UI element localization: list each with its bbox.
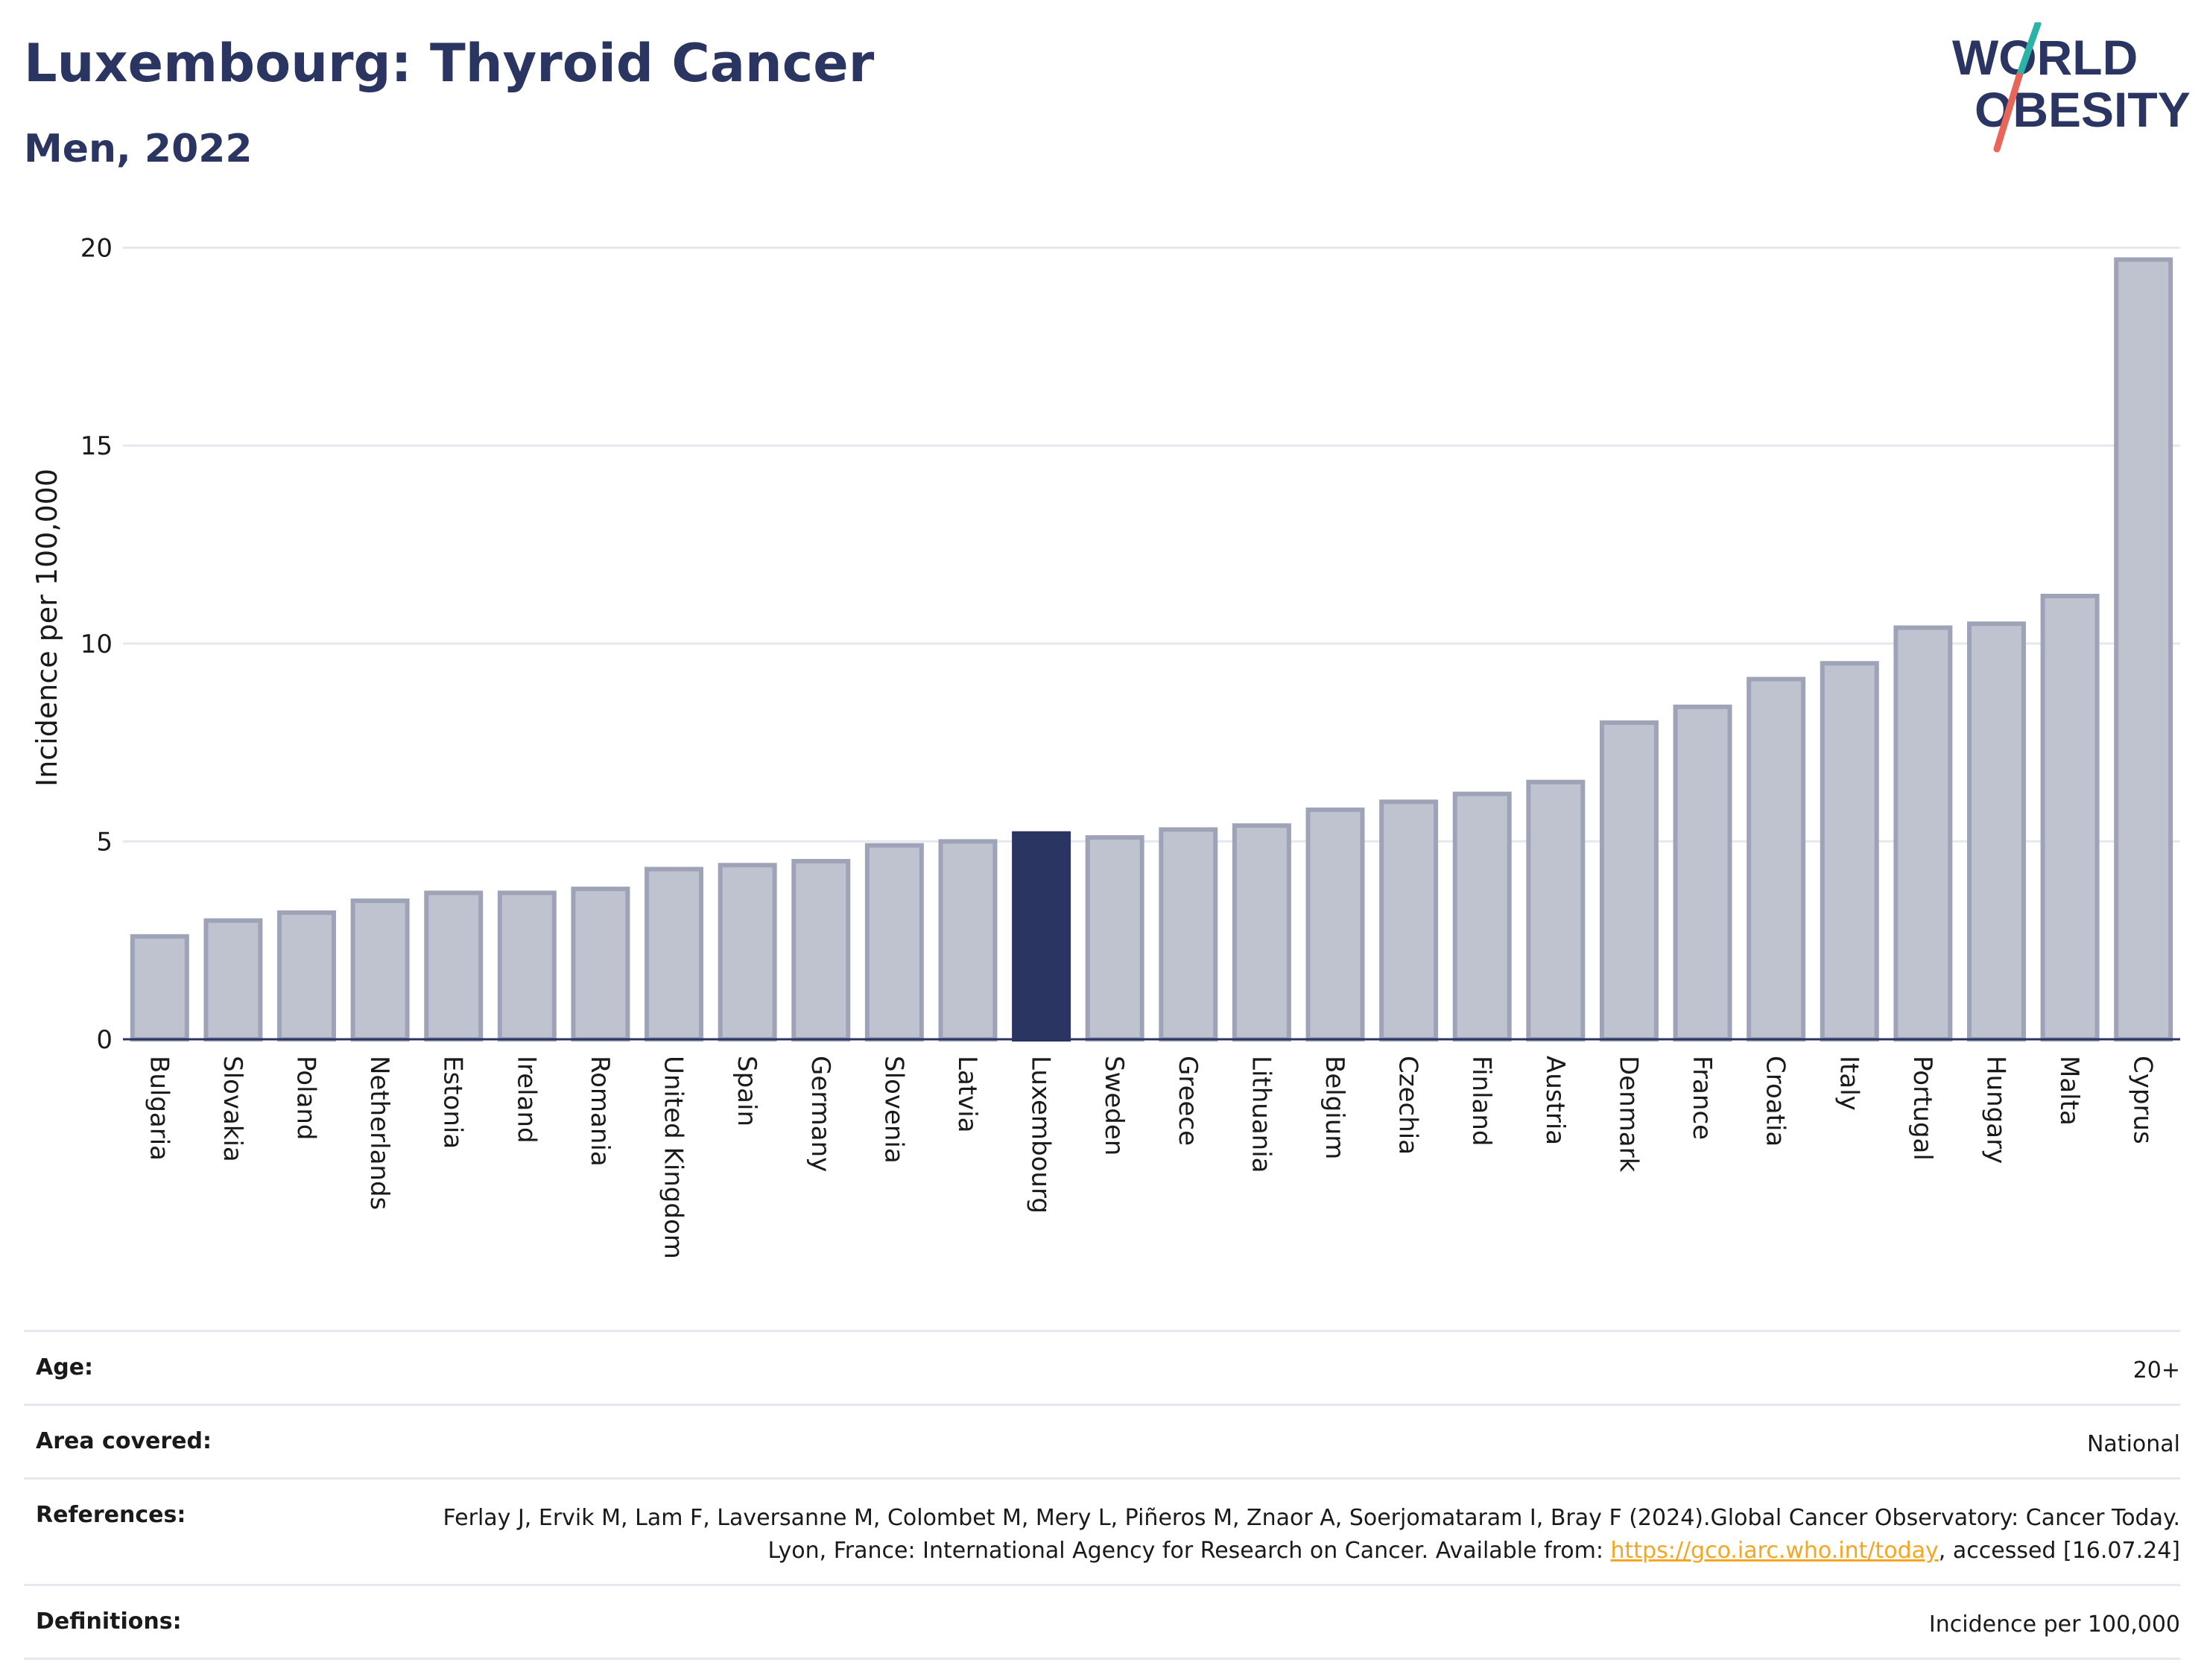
meta-label: References: (36, 1502, 186, 1528)
x-tick-label: Latvia (952, 1056, 982, 1133)
bar-chart: 0 5 10 15 20 Incidence per 100,000 Bulgaria Slo… (31, 234, 2180, 1259)
chart-title: Luxembourg: Thyroid Cancer (24, 33, 875, 94)
meta-value: 20+ (2132, 1357, 2180, 1383)
x-tick-label: Greece (1173, 1056, 1203, 1146)
x-tick-label: Romania (585, 1056, 615, 1167)
bar-slovenia (864, 843, 924, 1042)
bar-germany (791, 858, 851, 1042)
x-tick-label: Finland (1466, 1056, 1496, 1147)
bar-sweden (1085, 835, 1144, 1042)
bar-france (1673, 704, 1732, 1042)
reference-text: Ferlay J, Ervik M, Lam F, Laversanne M, … (443, 1505, 2180, 1564)
bar-poland (277, 910, 337, 1042)
bar-czechia (1379, 799, 1439, 1042)
reference-link[interactable]: https://gco.iarc.who.int/today (1610, 1538, 1939, 1564)
x-tick-label: Sweden (1099, 1056, 1129, 1156)
x-tick-label: France (1687, 1056, 1717, 1140)
x-tick-label: Italy (1834, 1056, 1863, 1111)
x-tick-label: Czechia (1393, 1056, 1423, 1155)
bar-united-kingdom (645, 866, 704, 1042)
logo-text-line1: WORLD (1952, 30, 2138, 85)
bar-estonia (424, 890, 484, 1042)
bar-bulgaria (130, 933, 189, 1042)
x-tick-label: Lithuania (1246, 1056, 1276, 1173)
y-tick-label: 5 (96, 827, 113, 857)
bar-denmark (1599, 720, 1659, 1042)
x-tick-label: Estonia (438, 1056, 468, 1149)
x-tick-label: Portugal (1907, 1056, 1937, 1161)
meta-label: Age: (36, 1354, 94, 1381)
meta-row-age: Age: 20+ (24, 1330, 2180, 1404)
bar-ireland (497, 890, 557, 1042)
bar-luxembourg (1012, 831, 1071, 1042)
x-tick-label: Netherlands (364, 1056, 394, 1210)
x-tick-label: Malta (2054, 1056, 2084, 1126)
meta-label: Definitions: (36, 1608, 182, 1635)
y-tick-label: 20 (80, 234, 113, 264)
bar-malta (2040, 594, 2100, 1042)
bar-slovakia (203, 918, 263, 1042)
x-tick-label: Ireland (511, 1056, 541, 1144)
meta-label: Area covered: (36, 1428, 212, 1454)
meta-value: Incidence per 100,000 (1928, 1611, 2180, 1638)
meta-row-references: References: Ferlay J, Ervik M, Lam F, La… (24, 1477, 2180, 1584)
x-tick-label: Spain (732, 1056, 761, 1126)
bar-belgium (1305, 807, 1365, 1042)
bar-hungary (1966, 621, 2026, 1042)
bar-portugal (1893, 625, 1953, 1042)
reference-accessed: , accessed [16.07.24] (1938, 1538, 2180, 1564)
bar-spain (718, 863, 777, 1042)
x-tick-label: Croatia (1761, 1056, 1790, 1147)
bar-netherlands (350, 898, 410, 1042)
x-tick-label: Bulgaria (144, 1056, 174, 1161)
meta-row-definitions: Definitions: Incidence per 100,000 (24, 1584, 2180, 1660)
bar-cyprus (2114, 257, 2173, 1042)
logo-slash-teal (2015, 22, 2042, 80)
bar-lithuania (1232, 823, 1291, 1042)
chart-subtitle: Men, 2022 (24, 127, 253, 171)
bar-croatia (1747, 676, 1806, 1042)
meta-value: National (2086, 1431, 2180, 1457)
y-tick-label: 15 (80, 431, 113, 461)
metadata-table: Age: 20+ Area covered: National Referenc… (24, 1330, 2180, 1660)
y-axis-label: Incidence per 100,000 (31, 469, 63, 787)
x-tick-label: Belgium (1320, 1056, 1349, 1159)
bar-greece (1159, 827, 1218, 1042)
x-tick-label: United Kingdom (659, 1056, 688, 1259)
bar-romania (571, 887, 630, 1042)
x-tick-label: Germany (805, 1056, 835, 1172)
x-tick-label: Austria (1540, 1056, 1570, 1145)
meta-value: Ferlay J, Ervik M, Lam F, Laversanne M, … (392, 1502, 2180, 1568)
x-tick-label: Slovakia (218, 1056, 247, 1162)
y-tick-label: 0 (96, 1025, 113, 1055)
bar-italy (1820, 661, 1879, 1042)
x-tick-label: Slovenia (878, 1056, 908, 1164)
x-tick-label: Cyprus (2128, 1056, 2158, 1144)
bar-austria (1526, 779, 1586, 1042)
x-tick-label: Poland (291, 1056, 321, 1141)
bar-finland (1452, 791, 1512, 1042)
meta-row-area: Area covered: National (24, 1404, 2180, 1477)
y-tick-label: 10 (80, 630, 113, 659)
x-tick-label: Hungary (1980, 1056, 2010, 1164)
world-obesity-logo: WORLD OBESITY (1952, 22, 2191, 153)
x-tick-label: Luxembourg (1026, 1056, 1056, 1214)
x-tick-label: Denmark (1613, 1056, 1643, 1173)
bar-latvia (938, 839, 998, 1042)
logo-slash-coral (1993, 72, 2023, 153)
